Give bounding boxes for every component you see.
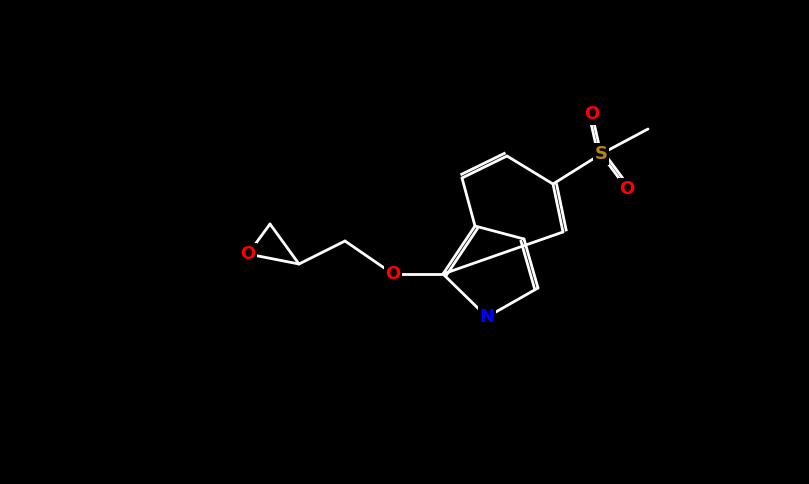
Text: O: O xyxy=(620,180,634,198)
Text: S: S xyxy=(595,145,608,163)
Text: O: O xyxy=(584,105,599,123)
Text: O: O xyxy=(385,265,400,283)
Text: O: O xyxy=(240,245,256,263)
Text: N: N xyxy=(480,308,494,326)
